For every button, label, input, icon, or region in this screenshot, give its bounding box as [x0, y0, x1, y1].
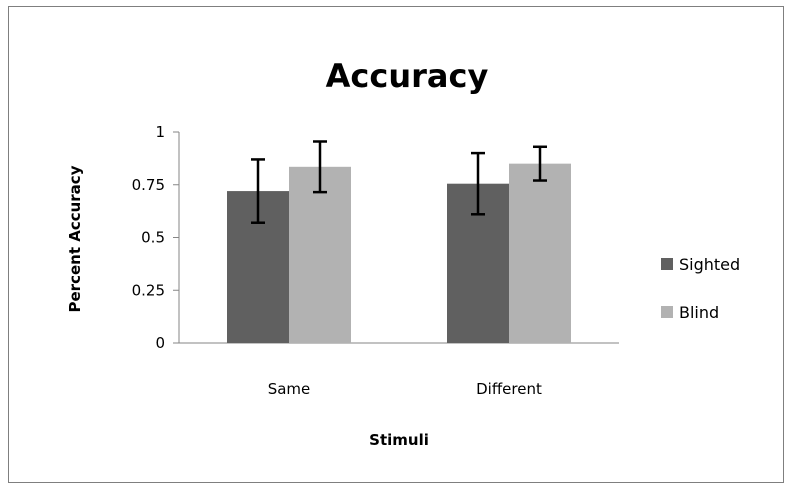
x-axis-title: Stimuli — [369, 431, 429, 449]
error-bars — [251, 140, 547, 224]
y-tick-label: 0.25 — [132, 281, 165, 299]
y-tick-label: 0.75 — [132, 176, 165, 194]
x-tick-label: Same — [268, 380, 311, 398]
y-axis: 0 0.25 0.5 0.75 1 — [132, 123, 180, 352]
chart-frame: Accuracy Percent Accuracy Stimuli 0 0.25 0… — [8, 6, 784, 483]
chart-title: Accuracy — [326, 57, 489, 95]
y-tick-label: 0.5 — [141, 229, 165, 247]
bar — [509, 163, 571, 343]
legend: Sighted Blind — [661, 255, 740, 322]
x-tick-label: Different — [476, 380, 542, 398]
x-axis: Same Different — [179, 342, 619, 398]
legend-swatch — [661, 306, 673, 318]
y-axis-title: Percent Accuracy — [66, 165, 84, 312]
legend-label: Blind — [679, 303, 719, 322]
bar-chart: Accuracy Percent Accuracy Stimuli 00.250… — [66, 57, 740, 449]
y-tick-label: 1 — [155, 123, 165, 141]
bar — [289, 166, 351, 343]
legend-label: Sighted — [679, 255, 740, 274]
y-tick-label: 0 — [155, 334, 165, 352]
legend-swatch — [661, 258, 673, 270]
bar-series — [227, 163, 571, 343]
